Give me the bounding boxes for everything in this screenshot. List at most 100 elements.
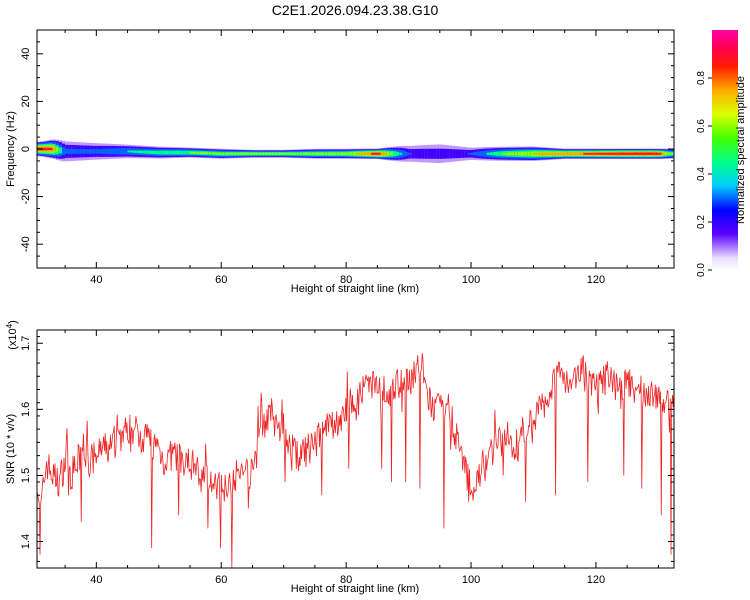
heatmap-cell bbox=[136, 150, 141, 154]
heatmap-cell bbox=[589, 152, 594, 155]
colorbar-ticks: 0.0 0.2 0.4 0.6 0.8 bbox=[696, 71, 712, 277]
heatmap-cell bbox=[545, 152, 550, 155]
heatmap-cell bbox=[399, 152, 403, 155]
colorbar-label: Normalized spectral amplitude bbox=[735, 76, 747, 224]
heatmap-cell bbox=[214, 152, 219, 155]
heatmap-cell bbox=[115, 148, 119, 155]
snr-xlabel: Height of straight line (km) bbox=[291, 583, 419, 595]
heatmap-cell bbox=[527, 151, 531, 156]
heatmap-cell bbox=[561, 152, 566, 156]
heatmap-cell bbox=[355, 152, 360, 155]
heatmap-cell bbox=[124, 148, 128, 155]
colorbar-tick-label: 0.0 bbox=[696, 263, 707, 277]
colorbar: 0.0 0.2 0.4 0.6 0.8 Normalized spectral ampl… bbox=[696, 30, 747, 277]
heatmap-cell bbox=[592, 152, 597, 155]
heatmap-cell bbox=[146, 150, 150, 154]
heatmap-cell bbox=[539, 152, 544, 155]
heatmap-cell bbox=[492, 151, 497, 156]
heatmap-cell bbox=[52, 147, 57, 152]
heatmap-cell bbox=[358, 152, 363, 155]
heatmap-cell bbox=[174, 150, 178, 155]
heatmap-cell bbox=[327, 152, 331, 155]
heatmap-cell bbox=[536, 152, 541, 155]
heatmap-cell bbox=[396, 151, 400, 156]
snr-ytick-label: 1.5 bbox=[20, 468, 32, 483]
heatmap-cell bbox=[271, 152, 275, 155]
heatmap-cell bbox=[249, 152, 253, 155]
heatmap-cell bbox=[202, 152, 207, 154]
snr-xtick-label: 80 bbox=[340, 574, 352, 586]
heatmap-xtick-label: 40 bbox=[90, 274, 102, 286]
heatmap-cell bbox=[183, 150, 188, 155]
snr-ytick-label: 1.7 bbox=[20, 336, 32, 351]
heatmap-cell bbox=[258, 152, 263, 155]
heatmap-cell bbox=[83, 149, 88, 154]
heatmap-cell bbox=[442, 148, 447, 159]
heatmap-cell bbox=[483, 150, 488, 157]
heatmap-cell bbox=[339, 152, 344, 155]
heatmap-cell bbox=[230, 152, 235, 155]
heatmap-cell bbox=[308, 152, 313, 155]
heatmap-cell bbox=[193, 151, 197, 154]
heatmap-cell bbox=[570, 152, 575, 156]
heatmap-cell bbox=[71, 148, 75, 154]
heatmap-cell bbox=[430, 148, 434, 159]
heatmap-cell bbox=[649, 152, 653, 155]
colorbar-gradient bbox=[712, 30, 738, 270]
heatmap-cell bbox=[467, 152, 472, 155]
heatmap-cell bbox=[274, 152, 278, 155]
heatmap-cell bbox=[252, 152, 256, 155]
heatmap-cell bbox=[611, 152, 616, 155]
heatmap-cell bbox=[620, 152, 625, 155]
heatmap-xtick-label: 120 bbox=[587, 274, 605, 286]
heatmap-cell bbox=[405, 151, 409, 156]
heatmap-cell bbox=[508, 152, 513, 156]
heatmap-cell bbox=[196, 152, 200, 154]
heatmap-cell bbox=[402, 150, 406, 157]
heatmap-cell bbox=[180, 150, 185, 155]
heatmap-cell bbox=[577, 152, 581, 156]
heatmap-cell bbox=[617, 152, 622, 155]
heatmap-cell bbox=[283, 152, 288, 155]
heatmap-cell bbox=[336, 152, 341, 155]
heatmap-cell bbox=[108, 148, 113, 155]
heatmap-axes: 40 60 80 100 120 -40 -20 0 20 40 bbox=[20, 30, 674, 286]
heatmap-cell bbox=[46, 147, 50, 151]
heatmap-cell bbox=[99, 148, 103, 154]
heatmap-cell bbox=[452, 149, 456, 159]
heatmap-ytick-label: 40 bbox=[20, 48, 32, 60]
heatmap-cell bbox=[636, 152, 641, 155]
heatmap-cell bbox=[261, 152, 266, 155]
heatmap-cell bbox=[661, 152, 666, 155]
colorbar-tick-label: 0.2 bbox=[696, 215, 707, 229]
snr-xtick-label: 100 bbox=[462, 574, 480, 586]
heatmap-ytick-label: 0 bbox=[20, 146, 32, 152]
heatmap-cell bbox=[221, 152, 225, 155]
heatmap-ytick-label: -20 bbox=[20, 189, 32, 205]
figure-title: C2E1.2026.094.23.38.G10 bbox=[272, 2, 439, 18]
heatmap-ytick-label: 20 bbox=[20, 95, 32, 107]
heatmap-cell bbox=[255, 152, 260, 155]
heatmap-cell bbox=[517, 152, 522, 156]
snr-ytick-label: 1.6 bbox=[20, 402, 32, 417]
heatmap-cell bbox=[436, 148, 441, 159]
heatmap-cell bbox=[505, 152, 509, 155]
colorbar-tick-label: 0.8 bbox=[696, 71, 707, 85]
heatmap-cell bbox=[65, 148, 69, 154]
heatmap-cell bbox=[90, 149, 94, 154]
heatmap-cell bbox=[567, 152, 572, 156]
heatmap-cell bbox=[133, 150, 138, 153]
heatmap-cell bbox=[424, 148, 428, 159]
heatmap-cell bbox=[243, 152, 247, 155]
heatmap-cell bbox=[127, 150, 132, 153]
heatmap-panel: 40 60 80 100 120 -40 -20 0 20 40 Height of straig… bbox=[5, 29, 675, 295]
heatmap-cell bbox=[49, 147, 54, 151]
snr-xtick-label: 120 bbox=[587, 574, 605, 586]
snr-series-line bbox=[36, 353, 675, 569]
heatmap-cell bbox=[633, 152, 637, 155]
heatmap-cell bbox=[511, 152, 516, 156]
heatmap-cell bbox=[542, 152, 547, 155]
heatmap-cell bbox=[564, 152, 569, 156]
heatmap-cell bbox=[318, 152, 322, 155]
